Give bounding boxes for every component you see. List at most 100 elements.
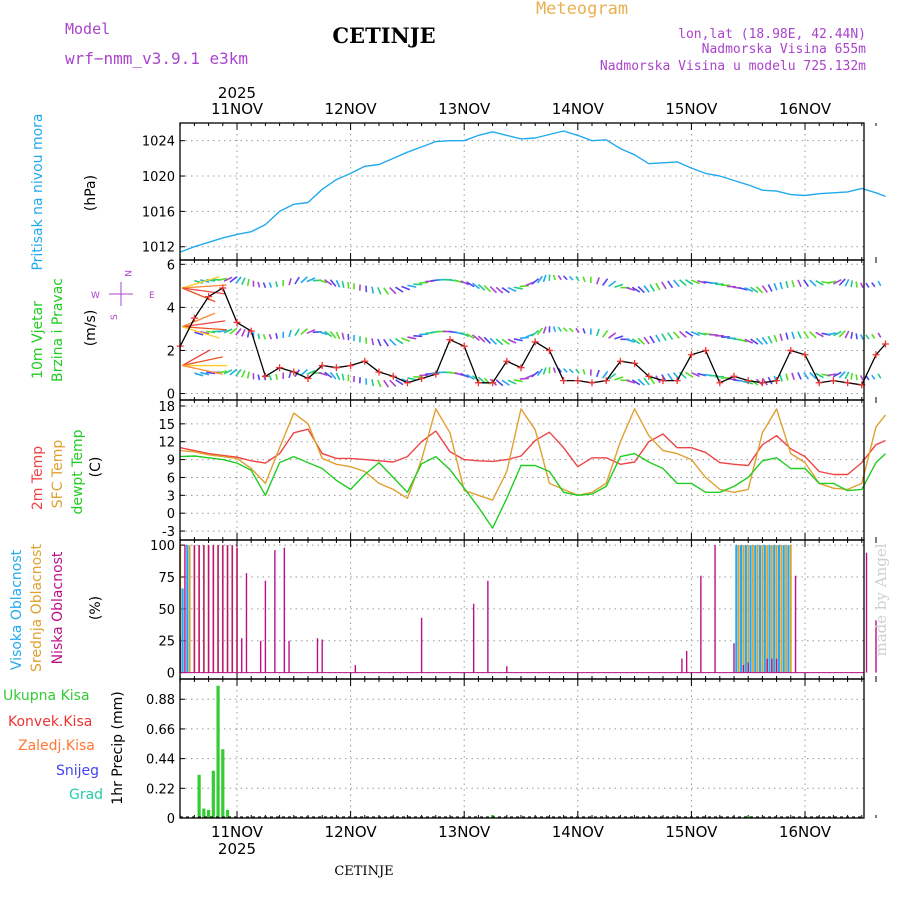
y-tick-label: 0: [167, 812, 175, 827]
wind-arrow: [235, 328, 242, 336]
wind-arrow: [383, 338, 390, 347]
wind-arrow: [395, 338, 404, 345]
y-tick-label: 50: [158, 603, 175, 618]
wind-arrow: [501, 338, 510, 345]
wind-arrow: [785, 373, 789, 381]
bar: [875, 620, 877, 673]
bar: [316, 638, 319, 673]
wind-arrow: [288, 278, 292, 286]
bar: [264, 580, 267, 673]
wind-arrow: [552, 326, 557, 333]
bar: [184, 545, 186, 673]
precip-ylabel: 1hr Precip (mm): [110, 691, 126, 804]
wind-arrow: [809, 331, 817, 339]
bar: [744, 545, 747, 673]
wind-arrow: [809, 279, 817, 287]
wind-arrow: [767, 335, 773, 344]
footer-station: CETINJE: [334, 864, 393, 879]
bar: [236, 547, 238, 673]
wind-arrow: [827, 332, 837, 336]
wind-arrow: [691, 331, 700, 337]
wind-marker: [418, 374, 426, 382]
wind-arrow: [477, 335, 486, 343]
top-day-label: 16NOV: [779, 100, 832, 118]
bar: [506, 666, 508, 673]
wind-arrow: [395, 286, 404, 293]
wind-arrow: [246, 330, 250, 338]
wind-arrow: [833, 330, 842, 337]
wind-marker: [446, 336, 454, 344]
bar: [354, 664, 357, 673]
wind-marker: [744, 377, 752, 385]
wind-arrow: [536, 275, 544, 284]
wind-arrow: [673, 331, 680, 339]
wind-arrow: [519, 377, 529, 380]
y-tick-label: 0: [167, 507, 175, 522]
top-day-label: 11NOV: [211, 100, 264, 118]
wind-arrow: [649, 335, 656, 344]
wind-arrow: [483, 336, 492, 344]
panel-frame: [179, 122, 865, 261]
wind-marker: [758, 379, 766, 387]
wind-marker: [304, 374, 312, 382]
wind-arrow: [489, 337, 498, 345]
wind-arrow: [275, 333, 279, 339]
wind-arrow: [341, 280, 345, 289]
wind-arrow: [536, 368, 544, 377]
wind-arrow: [401, 337, 411, 343]
wind-arrow: [181, 312, 216, 328]
wind-arrow: [235, 276, 242, 284]
bar: [756, 545, 759, 673]
wind-arrow: [833, 371, 842, 378]
y-tick-label: 1012: [142, 241, 175, 256]
wind-arrow: [838, 330, 846, 338]
bar: [197, 774, 201, 818]
wind-arrow: [773, 283, 778, 291]
wind-arrow: [850, 280, 854, 288]
wind-arrow: [860, 375, 864, 381]
wind-arrow: [568, 275, 574, 281]
wind-arrow: [460, 372, 470, 379]
credit: made by Angel: [872, 543, 890, 656]
bar: [202, 808, 206, 818]
wind-arrow: [738, 286, 748, 291]
wind-arrow: [871, 374, 876, 380]
wind-arrow: [860, 334, 864, 340]
wind-arrow: [679, 279, 687, 287]
wind-marker: [616, 357, 624, 365]
compass-n: N: [122, 270, 132, 277]
wind-arrow: [377, 379, 382, 388]
bar: [198, 545, 200, 673]
wind-arrow: [697, 372, 707, 377]
temp-title-2m: 2m Temp: [30, 446, 46, 510]
wind-arrow: [324, 371, 333, 379]
wind-arrow: [460, 280, 470, 286]
wind-arrow: [803, 371, 810, 380]
wind-marker: [588, 379, 596, 387]
altitude: Nadmorska Visina 655m: [702, 42, 867, 57]
bar: [785, 545, 787, 673]
wind-arrow: [466, 373, 475, 381]
bar: [212, 545, 215, 673]
wind-arrow: [685, 279, 694, 286]
cloud-title-high: Visoka Oblacnost: [9, 549, 25, 670]
bar: [226, 545, 229, 673]
wind-marker: [702, 346, 710, 354]
wind-arrow: [542, 326, 547, 334]
wind-arrow: [495, 338, 504, 346]
bar: [207, 809, 211, 818]
wind-arrow: [300, 368, 308, 376]
wind-arrow: [815, 279, 824, 286]
panel-frame: [179, 539, 865, 680]
wind-arrow: [626, 379, 636, 384]
wind-arrow: [691, 371, 700, 378]
series-line-0: [179, 130, 886, 253]
wind-marker: [247, 327, 255, 335]
wind-arrow: [552, 274, 557, 281]
wind-arrow: [744, 338, 754, 344]
bar: [746, 815, 750, 818]
bottom-day-label: 16NOV: [779, 823, 832, 841]
station-title: CETINJE: [332, 23, 435, 48]
wind-marker: [829, 377, 837, 385]
top-day-labels: 11NOV 12NOV 13NOV 14NOV 15NOV 16NOV: [211, 100, 832, 118]
